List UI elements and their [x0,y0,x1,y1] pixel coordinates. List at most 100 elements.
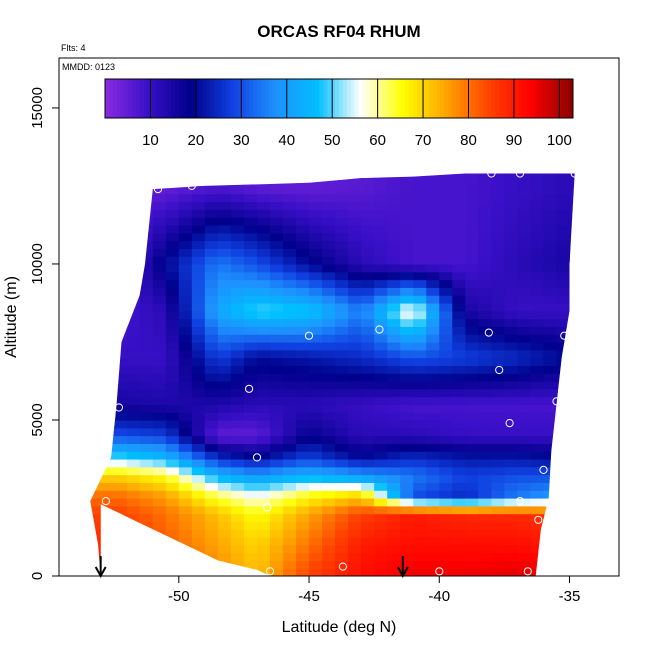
heatmap-cell [296,326,310,335]
heatmap-cell [348,318,362,327]
heatmap-cell [387,568,401,576]
heatmap-cell [322,217,336,226]
heatmap-cell [491,443,505,452]
heatmap-cell [478,263,492,273]
heatmap-cell [556,256,571,265]
colorbar-swatch [249,79,254,118]
heatmap-cell [348,185,362,195]
heatmap-cell [361,357,375,366]
heatmap-cell [283,482,297,491]
heatmap-cell [387,217,401,226]
heatmap-cell [165,365,180,374]
heatmap-cell [439,217,453,226]
heatmap-cell [517,419,532,429]
heatmap-cell [374,529,388,538]
heatmap-cell [465,404,479,413]
heatmap-cell [491,451,505,460]
heatmap-cell [204,263,219,273]
heatmap-cell [217,373,232,382]
heatmap-cell [478,544,492,554]
heatmap-cell [413,287,427,296]
heatmap-cell [530,365,545,374]
heatmap-cell [165,279,180,288]
heatmap-cell [178,474,193,483]
x-tick-label: -50 [168,588,190,605]
heatmap-cell [217,412,232,421]
heatmap-cell [374,412,388,421]
heatmap-cell [465,185,479,195]
heatmap-cell [517,458,532,468]
heatmap-cell [283,349,297,359]
heatmap-cell [491,568,505,576]
heatmap-cell [348,427,362,437]
colorbar-swatch [569,79,574,118]
heatmap-cell [491,365,505,374]
heatmap-cell [426,435,440,444]
heatmap-cell [178,521,193,530]
heatmap-cell [178,380,193,390]
heatmap-cell [113,427,128,437]
heatmap-cell [426,380,440,390]
heatmap-cell [230,193,245,203]
heatmap-cell [491,412,505,421]
heatmap-cell [530,224,545,234]
heatmap-cell [387,505,401,515]
heatmap-cell [139,310,154,320]
heatmap-cell [309,568,323,576]
colorbar-swatch [171,79,176,118]
heatmap-cell [465,497,479,507]
heatmap-cell [530,544,545,554]
heatmap-cell [322,232,336,242]
heatmap-cell [374,295,388,304]
heatmap-cell [322,279,336,288]
heatmap-cell [374,365,388,374]
heatmap-cell [204,373,219,382]
heatmap-cell [126,388,141,398]
heatmap-cell [439,310,453,320]
heatmap-cell [439,482,453,491]
heatmap-cell [322,482,336,491]
heatmap-cell [152,318,167,327]
heatmap-cell [269,388,284,398]
heatmap-cell [348,490,362,499]
heatmap-cell [152,193,167,203]
heatmap-cell [374,287,388,296]
heatmap-cell [465,341,479,351]
heatmap-cell [426,396,440,405]
heatmap-cell [465,271,479,281]
heatmap-cell [413,310,427,320]
heatmap-cell [126,349,141,359]
heatmap-cell [217,310,232,320]
heatmap-cell [296,302,310,312]
heatmap-cell [387,256,401,265]
heatmap-cell [452,271,466,281]
heatmap-cell [217,240,232,249]
heatmap-cell [517,224,532,234]
heatmap-cell [126,458,141,468]
heatmap-cell [387,552,401,561]
colorbar-swatch [202,79,207,118]
heatmap-cell [283,560,297,569]
heatmap-cell [439,568,453,576]
heatmap-cell [361,224,375,234]
heatmap-cell [387,373,401,382]
heatmap-cell [426,318,440,327]
heatmap-cell [465,451,479,460]
colorbar-swatch [261,79,266,118]
heatmap-cell [296,427,310,437]
heatmap-cell [556,341,571,351]
heatmap-cell [204,357,219,366]
heatmap-cell [517,279,532,288]
heatmap-cell [126,513,141,522]
heatmap-cell [400,295,414,304]
heatmap-cell [152,310,167,320]
heatmap-cell [413,349,427,359]
heatmap-cell [322,256,336,265]
heatmap-cell [243,326,258,335]
heatmap-cell [296,334,310,343]
heatmap-cell [504,412,519,421]
colorbar-swatch [475,79,480,118]
heatmap-cell [439,193,453,203]
heatmap-cell [335,427,349,437]
heatmap-cell [322,201,336,210]
